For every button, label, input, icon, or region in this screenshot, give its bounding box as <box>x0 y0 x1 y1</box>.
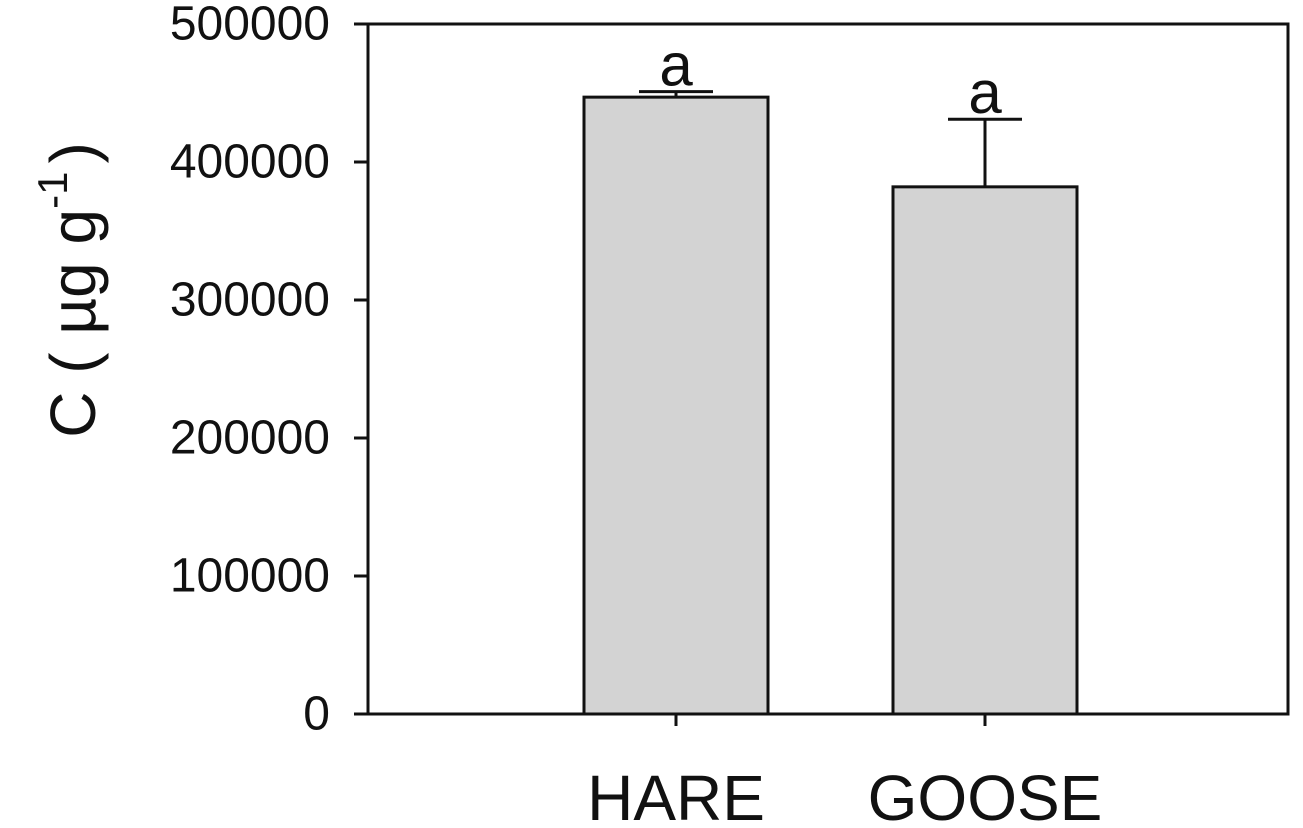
bar <box>891 185 1079 716</box>
y-tick-label: 500000 <box>170 0 330 51</box>
y-axis-title-superscript: -1 <box>29 172 76 209</box>
y-tick-label: 400000 <box>170 136 330 189</box>
y-tick-label: 200000 <box>170 412 330 465</box>
plot-frame <box>366 22 1290 716</box>
y-tick-label: 300000 <box>170 274 330 327</box>
y-axis-title: C ( µg g-1) <box>29 142 109 438</box>
significance-label: a <box>659 32 693 99</box>
x-category-label: HARE <box>587 762 765 828</box>
y-tick-label: 0 <box>303 688 330 741</box>
y-tick-label: 100000 <box>170 550 330 603</box>
bar <box>582 95 770 716</box>
significance-label: a <box>968 59 1002 126</box>
y-axis-title-close: ) <box>37 142 109 163</box>
x-category-label: GOOSE <box>868 762 1103 828</box>
y-axis-title-main: C ( µg g <box>37 209 109 438</box>
